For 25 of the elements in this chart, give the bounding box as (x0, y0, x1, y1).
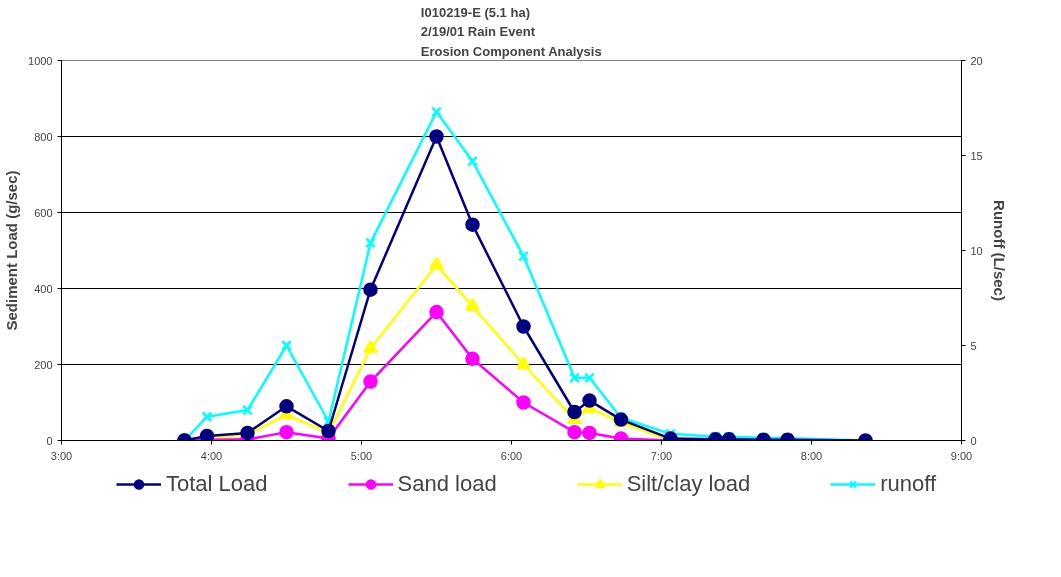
y-tick-label: 0 (46, 434, 53, 447)
legend-label: Silt/clay load (626, 471, 751, 497)
y-tick-label: 600 (34, 206, 53, 219)
y2-tick-label: 5 (970, 339, 977, 352)
y-tick-label: 1000 (28, 54, 53, 67)
x-tick-label: 9:00 (950, 449, 973, 462)
y2-axis-title: Runoff (L/sec) (990, 200, 1008, 301)
y-axis-title: Sediment Load (g/sec) (3, 170, 21, 331)
y-tick-label: 200 (34, 358, 53, 371)
y-tick-label: 400 (34, 282, 53, 295)
y2-tick-label: 20 (970, 54, 983, 67)
x-tick-label: 8:00 (800, 449, 823, 462)
x-tick-label: 6:00 (500, 449, 523, 462)
legend-label: runoff (880, 471, 936, 497)
x-tick-label: 7:00 (650, 449, 673, 462)
x-tick-label: 3:00 (50, 449, 73, 462)
y2-tick-label: 15 (970, 149, 983, 162)
y-tick-label: 800 (34, 130, 53, 143)
legend-label: Sand load (397, 471, 497, 497)
legend-label: Total Load (166, 471, 268, 497)
y2-tick-label: 10 (970, 244, 983, 257)
x-tick-label: 5:00 (350, 449, 373, 462)
y2-tick-label: 0 (970, 434, 977, 447)
chart-title: I010219-E (5.1 ha) 2/19/01 Rain Event Erosion Component Analysis (420, 4, 602, 59)
x-tick-label: 4:00 (200, 449, 223, 462)
